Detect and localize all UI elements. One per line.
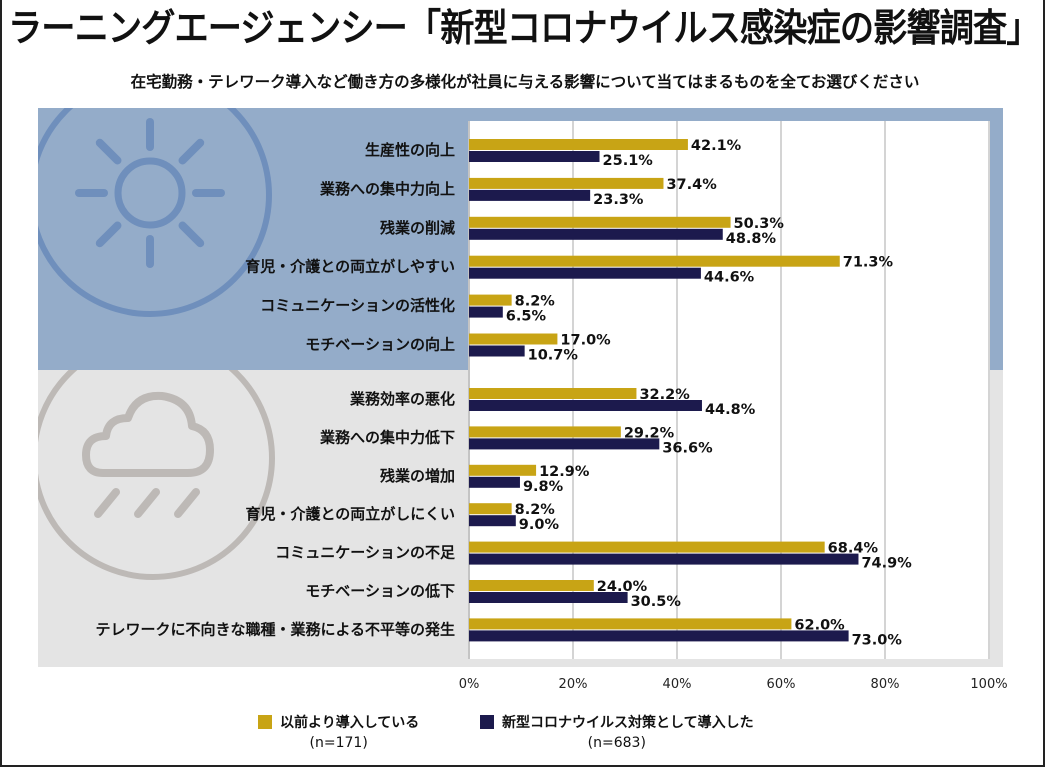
bar-covid — [469, 267, 701, 279]
legend-swatch-covid — [480, 715, 494, 729]
value-label-covid: 44.8% — [705, 402, 756, 418]
cloud-shape — [82, 391, 214, 477]
bar-before — [469, 177, 664, 189]
bar-before — [469, 541, 825, 553]
category-label: コミュニケーションの活性化 — [260, 297, 455, 315]
sun-frame-circle — [38, 108, 272, 317]
value-label-before: 68.4% — [828, 541, 879, 557]
value-label-covid: 30.5% — [631, 594, 682, 610]
sun-icon — [38, 108, 272, 317]
raindrop — [134, 488, 160, 518]
category-label: テレワークに不向きな職種・業務による不平等の発生 — [95, 620, 455, 638]
category-label: 育児・介護との両立がしにくい — [245, 505, 455, 523]
x-tick-label: 40% — [663, 677, 692, 692]
bar-before — [469, 294, 512, 306]
legend-n-before: (n=171) — [309, 735, 368, 751]
bar-before — [469, 139, 688, 150]
value-label-before: 71.3% — [843, 255, 894, 271]
bar-covid — [469, 228, 723, 240]
bar-covid — [469, 345, 525, 357]
value-label-covid: 9.8% — [523, 479, 564, 495]
bar-covid — [469, 515, 516, 527]
category-label: モチベーションの低下 — [305, 582, 455, 600]
category-label: 業務への集中力低下 — [319, 428, 455, 446]
category-label: 業務効率の悪化 — [349, 390, 455, 408]
x-tick-label: 20% — [559, 677, 588, 692]
legend-label-covid: 新型コロナウイルス対策として導入した — [502, 715, 754, 731]
bar-covid — [469, 400, 702, 411]
bar-before — [469, 464, 537, 476]
category-label: 生産性の向上 — [365, 141, 455, 159]
x-tick-label: 60% — [767, 677, 796, 692]
x-tick-label: 80% — [871, 677, 900, 692]
sun-ray — [95, 138, 122, 165]
value-label-covid: 25.1% — [603, 153, 654, 169]
bar-before — [469, 255, 840, 267]
bar-covid — [469, 189, 591, 201]
category-label: 残業の増加 — [380, 467, 455, 485]
value-label-before: 17.0% — [560, 333, 611, 349]
value-label-before: 8.2% — [515, 502, 556, 518]
category-label: 業務への集中力向上 — [319, 180, 455, 198]
value-label-before: 29.2% — [624, 425, 675, 441]
category-label: 残業の削減 — [380, 219, 455, 237]
rain-cloud-icon — [38, 370, 275, 580]
category-label: コミュニケーションの不足 — [275, 544, 456, 562]
value-label-before: 42.1% — [691, 138, 742, 154]
sun-ray — [95, 221, 122, 248]
legend-label-before: 以前より導入している — [280, 715, 420, 731]
bar-before — [469, 503, 512, 515]
sun-core — [114, 157, 186, 229]
bar-before — [469, 388, 637, 399]
bar-before — [469, 580, 594, 591]
legend-item-before: 以前より導入している (n=171) — [258, 712, 419, 751]
value-label-before: 24.0% — [597, 579, 648, 595]
value-label-covid: 9.0% — [519, 517, 560, 533]
bar-before — [469, 333, 558, 345]
value-label-covid: 44.6% — [704, 270, 755, 286]
bar-covid — [469, 306, 503, 318]
value-label-before: 32.2% — [639, 387, 690, 403]
bar-before — [469, 618, 792, 630]
value-label-before: 8.2% — [515, 294, 556, 310]
raindrop — [174, 488, 200, 518]
x-tick-label: 100% — [970, 677, 1007, 692]
value-label-covid: 36.6% — [662, 440, 713, 456]
value-label-before: 50.3% — [734, 216, 785, 232]
value-label-before: 62.0% — [794, 617, 845, 633]
legend-n-covid: (n=683) — [587, 735, 646, 751]
bar-covid — [469, 151, 600, 162]
category-label: 育児・介護との両立がしやすい — [245, 258, 455, 276]
value-label-covid: 10.7% — [528, 348, 579, 364]
value-label-covid: 6.5% — [506, 309, 547, 325]
bar-covid — [469, 476, 520, 488]
legend-item-covid: 新型コロナウイルス対策として導入した (n=683) — [480, 712, 754, 751]
bar-covid — [469, 592, 628, 603]
value-label-covid: 73.0% — [852, 632, 903, 648]
sun-ray — [178, 138, 205, 165]
bar-before — [469, 216, 731, 228]
bar-before — [469, 426, 621, 438]
bar-covid — [469, 553, 859, 565]
bar-covid — [469, 438, 660, 450]
category-label: モチベーションの向上 — [305, 336, 455, 354]
sun-ray — [178, 221, 205, 248]
rain-frame-circle — [38, 370, 275, 580]
x-tick-label: 0% — [459, 677, 480, 692]
survey-question: 在宅勤務・テレワーク導入など働き方の多様化が社員に与える影響について当てはまるも… — [130, 73, 920, 91]
value-label-covid: 48.8% — [726, 231, 777, 247]
value-label-before: 12.9% — [539, 464, 590, 480]
raindrop — [94, 488, 120, 518]
page-title: ラーニングエージェンシー「新型コロナウイルス感染症の影響調査」 — [8, 6, 1041, 50]
bar-covid — [469, 630, 849, 642]
value-label-covid: 74.9% — [861, 556, 912, 572]
value-label-before: 37.4% — [666, 177, 717, 193]
legend-swatch-before — [258, 715, 272, 729]
value-label-covid: 23.3% — [593, 192, 644, 208]
